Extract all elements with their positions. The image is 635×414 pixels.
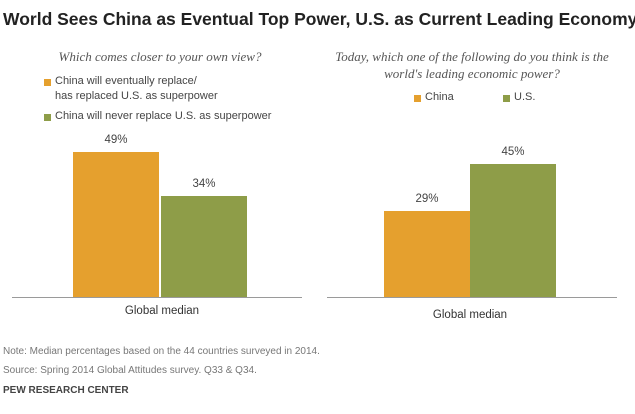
left-chart-category-label: Global median	[124, 305, 200, 317]
left-chart-baseline	[12, 297, 302, 298]
legend-swatch-never-replace	[44, 114, 51, 121]
pew-research-center-logo: PEW RESEARCH CENTER	[3, 385, 129, 396]
legend-swatch-china	[414, 95, 421, 102]
data-label-right-us: 45%	[501, 145, 525, 158]
data-label-right-china: 29%	[415, 193, 439, 206]
bar-left-never-replace	[161, 196, 247, 297]
legend-swatch-eventually-replace	[44, 79, 51, 86]
data-label-left-eventually-replace: 49%	[104, 134, 128, 146]
chart-title: World Sees China as Eventual Top Power, …	[3, 9, 635, 29]
legend-swatch-us	[503, 95, 510, 102]
legend-label-us: U.S.	[514, 91, 536, 103]
left-chart-subtitle: Which comes closer to your own view?	[58, 49, 262, 64]
data-label-left-never-replace: 34%	[192, 178, 216, 191]
right-chart-baseline	[327, 297, 617, 298]
chart-note: Note: Median percentages based on the 44…	[3, 346, 320, 357]
legend-label-china: China	[425, 91, 454, 103]
bar-left-eventually-replace	[73, 152, 159, 297]
legend-label-eventually-replace: China will eventually replace/ has repla…	[55, 75, 218, 102]
bar-right-china	[384, 211, 470, 297]
right-chart-subtitle: Today, which one of the following do you…	[335, 49, 609, 81]
chart-source: Source: Spring 2014 Global Attitudes sur…	[3, 365, 257, 376]
bar-right-us	[470, 163, 556, 297]
right-chart-category-label: Global median	[432, 309, 508, 321]
legend-label-never-replace: China will never replace U.S. as superpo…	[55, 110, 272, 122]
